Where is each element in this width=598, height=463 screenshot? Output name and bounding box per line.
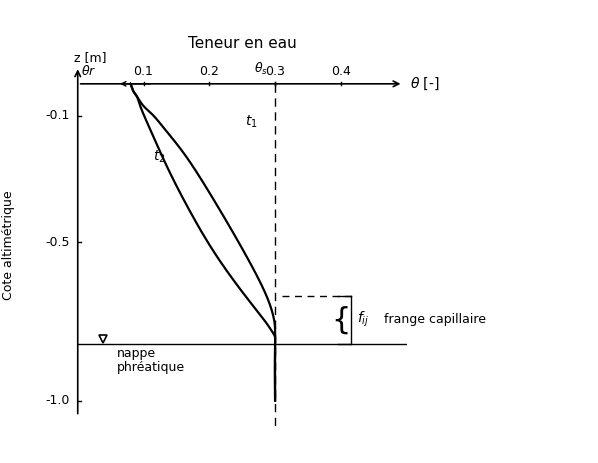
Text: frange capillaire: frange capillaire bbox=[384, 313, 486, 326]
Text: $f_{ij}$: $f_{ij}$ bbox=[358, 310, 370, 330]
Text: phréatique: phréatique bbox=[117, 361, 185, 374]
Text: $\theta r$: $\theta r$ bbox=[81, 64, 96, 78]
Text: $\theta$ [-]: $\theta$ [-] bbox=[410, 75, 440, 92]
Text: 0.4: 0.4 bbox=[331, 65, 351, 78]
Text: nappe: nappe bbox=[117, 347, 156, 360]
Text: Cote altimétrique: Cote altimétrique bbox=[2, 191, 16, 300]
Text: -1.0: -1.0 bbox=[45, 394, 70, 407]
Text: -0.5: -0.5 bbox=[45, 236, 70, 249]
Text: 0.3: 0.3 bbox=[265, 65, 285, 78]
Text: {: { bbox=[331, 305, 350, 334]
Text: -0.1: -0.1 bbox=[45, 109, 70, 122]
Text: $t_2$: $t_2$ bbox=[153, 149, 166, 165]
Text: $\theta_s$: $\theta_s$ bbox=[255, 61, 269, 77]
Text: $t_1$: $t_1$ bbox=[246, 113, 258, 130]
Text: z [m]: z [m] bbox=[75, 51, 107, 64]
Text: 0.1: 0.1 bbox=[133, 65, 154, 78]
Title: Teneur en eau: Teneur en eau bbox=[188, 36, 297, 51]
Text: 0.2: 0.2 bbox=[199, 65, 219, 78]
